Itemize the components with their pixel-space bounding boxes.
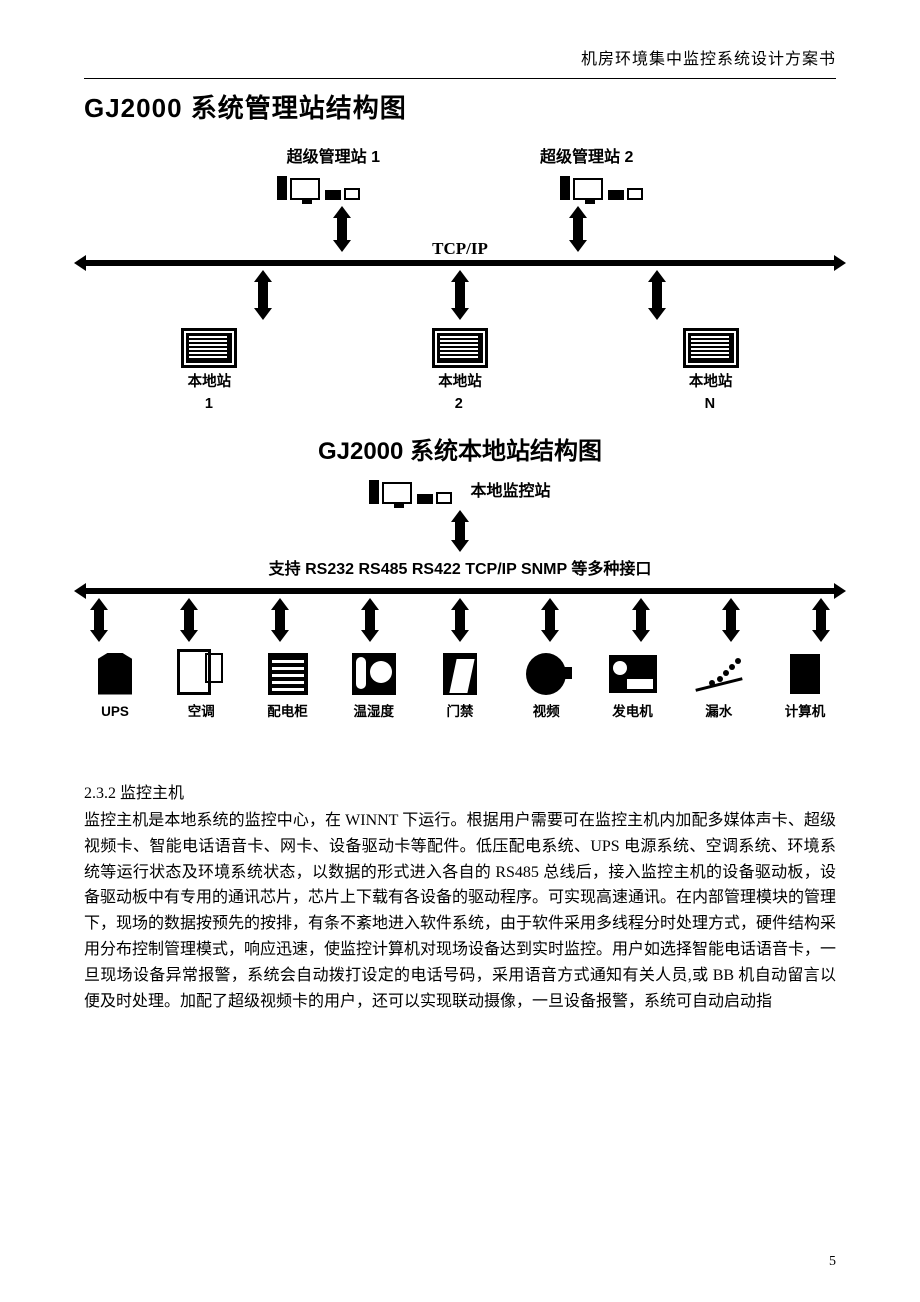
arrow-icon [361,598,379,642]
arrow-icon [451,598,469,642]
support-interfaces-label: 支持 RS232 RS485 RS422 TCP/IP SNMP 等多种接口 [84,558,836,582]
dev-label-door: 门禁 [429,702,491,722]
page-header: 机房环境集中监控系统设计方案书 [84,48,836,72]
temp-humidity-icon [345,652,403,696]
section-paragraph: 监控主机是本地系统的监控中心，在 WINNT 下运行。根据用户需要可在监控主机内… [84,808,836,1015]
local-monitor-station-label: 本地监控站 [470,480,550,504]
system-diagram: GJ2000 系统管理站结构图 超级管理站 1 超级管理站 2 TCP/IP [84,89,836,722]
diagram-title-1: GJ2000 系统管理站结构图 [84,89,836,128]
network-bus-icon [84,260,836,266]
arrow-icon [451,270,469,320]
dev-label-leak: 漏水 [688,702,750,722]
arrow-icon [333,206,351,252]
local-station-icon [432,328,488,368]
video-icon [517,652,575,696]
local-station-icon [683,328,739,368]
super-station-2-icon [560,176,643,200]
door-access-icon [431,652,489,696]
tcpip-label: TCP/IP [432,236,488,262]
generator-icon [604,652,662,696]
diagram-title-2: GJ2000 系统本地站结构图 [84,434,836,470]
local-monitor-station-icon [369,480,452,504]
dev-label-gen: 发电机 [602,702,664,722]
arrow-icon [271,598,289,642]
arrow-icon [632,598,650,642]
dev-label-aircon: 空调 [170,702,232,722]
computer-icon [776,652,834,696]
section-heading: 2.3.2 监控主机 [84,782,836,806]
super-station-2-label: 超级管理站 2 [540,146,633,170]
dev-label-video: 视频 [515,702,577,722]
arrow-icon [451,510,469,552]
arrow-icon [569,206,587,252]
local-station-id-1: 1 [205,394,213,416]
local-station-icon [181,328,237,368]
arrow-icon [180,598,198,642]
arrow-icon [90,598,108,642]
ups-icon [86,652,144,696]
dev-label-temp: 温湿度 [343,702,405,722]
arrow-icon [648,270,666,320]
local-station-label: 本地站 [188,372,232,394]
dev-label-ups: UPS [84,702,146,722]
aircon-icon [172,652,230,696]
dev-label-cabinet: 配电柜 [257,702,319,722]
local-station-id-2: 2 [455,394,463,416]
local-station-label: 本地站 [689,372,733,394]
page-number: 5 [829,1251,836,1272]
device-bus-icon [84,588,836,594]
super-station-1-label: 超级管理站 1 [287,146,380,170]
local-station-label: 本地站 [438,372,482,394]
water-leak-icon [690,652,748,696]
dev-label-computer: 计算机 [774,702,836,722]
local-station-id-n: N [705,394,715,416]
header-rule [84,78,836,79]
arrow-icon [812,598,830,642]
arrow-icon [722,598,740,642]
arrow-icon [254,270,272,320]
arrow-icon [541,598,559,642]
super-station-1-icon [277,176,360,200]
power-cabinet-icon [259,652,317,696]
